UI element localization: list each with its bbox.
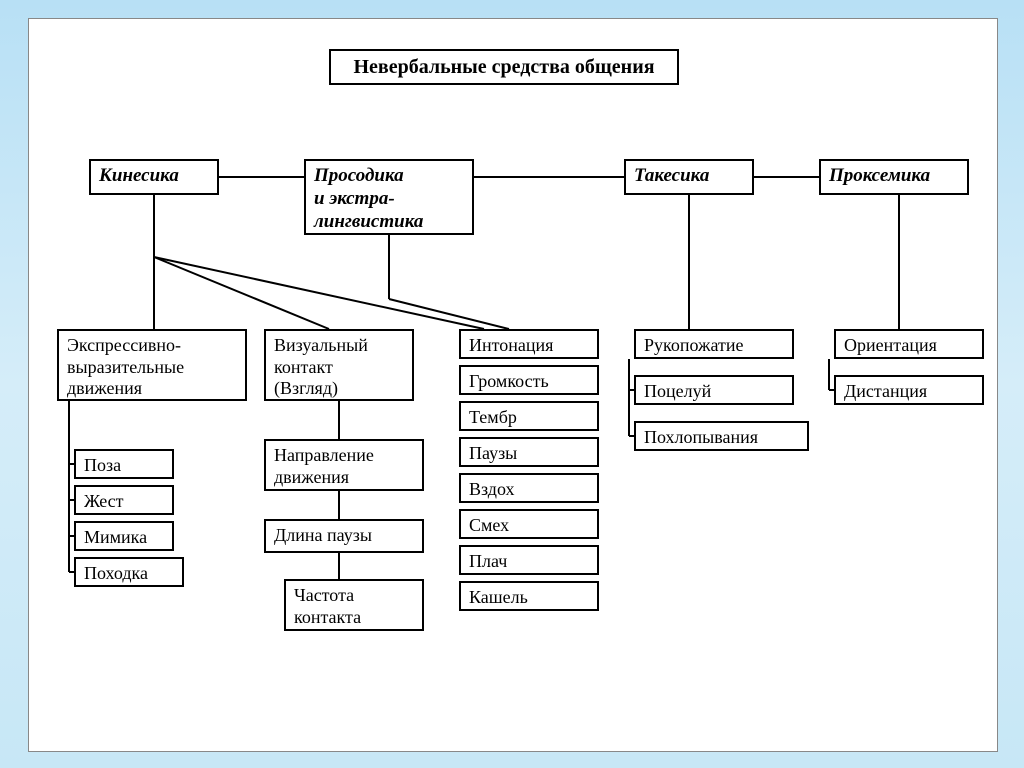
node-pohlopyvaniya: Похлопывания	[634, 421, 809, 451]
node-pohodka: Походка	[74, 557, 184, 587]
node-potseluy: Поцелуй	[634, 375, 794, 405]
node-rukopozhatie: Рукопожатие	[634, 329, 794, 359]
node-vzdoh: Вздох	[459, 473, 599, 503]
node-dlina-pauzy: Длина паузы	[264, 519, 424, 553]
category-prosodika: Просодика и экстра- лингвистика	[304, 159, 474, 235]
node-gromkost: Громкость	[459, 365, 599, 395]
node-orientation: Ориентация	[834, 329, 984, 359]
node-pauzy: Паузы	[459, 437, 599, 467]
node-poza: Поза	[74, 449, 174, 479]
node-napravlenie: Направление движения	[264, 439, 424, 491]
category-takesika: Такесика	[624, 159, 754, 195]
node-intonation: Интонация	[459, 329, 599, 359]
node-expressive-movements: Экспрессивно- выразительные движения	[57, 329, 247, 401]
node-chastota: Частота контакта	[284, 579, 424, 631]
node-distance: Дистанция	[834, 375, 984, 405]
node-visual-contact: Визуальный контакт (Взгляд)	[264, 329, 414, 401]
category-proksemika: Проксемика	[819, 159, 969, 195]
node-mimika: Мимика	[74, 521, 174, 551]
paper-frame: Невербальные средства общения Кинесика П…	[28, 18, 998, 752]
node-smeh: Смех	[459, 509, 599, 539]
category-kinesika: Кинесика	[89, 159, 219, 195]
node-plach: Плач	[459, 545, 599, 575]
node-tembr: Тембр	[459, 401, 599, 431]
node-zhest: Жест	[74, 485, 174, 515]
node-kashel: Кашель	[459, 581, 599, 611]
diagram-title: Невербальные средства общения	[329, 49, 679, 85]
